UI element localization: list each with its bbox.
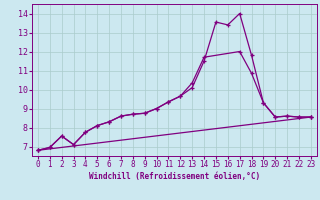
X-axis label: Windchill (Refroidissement éolien,°C): Windchill (Refroidissement éolien,°C) — [89, 172, 260, 181]
